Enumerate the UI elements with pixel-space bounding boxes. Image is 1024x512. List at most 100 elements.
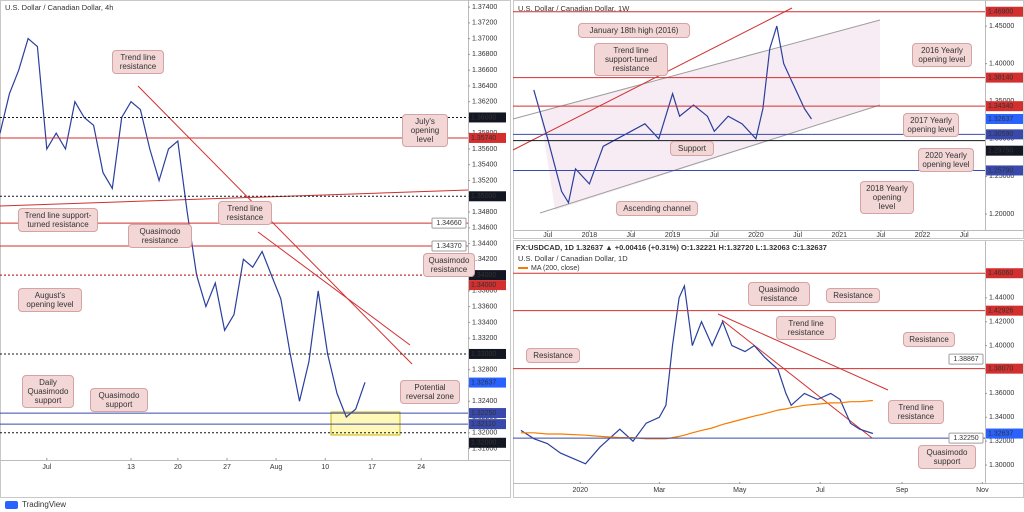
level-tag xyxy=(986,101,1023,112)
y-tick-label: 1.20000 xyxy=(989,211,1014,218)
plot-area xyxy=(0,37,468,434)
annotation: July's opening level xyxy=(402,114,448,147)
level-label: 1.30590 xyxy=(988,131,1013,138)
level-label: 1.32637 xyxy=(988,430,1013,437)
level-tag xyxy=(986,113,1023,124)
y-tick-label: 1.36600 xyxy=(472,67,497,74)
y-tick-label: 1.34800 xyxy=(472,209,497,216)
y-tick-label: 1.37200 xyxy=(472,20,497,27)
price-line xyxy=(520,399,873,440)
x-tick-label: 2020 xyxy=(748,232,764,239)
level-label: 1.38140 xyxy=(988,74,1013,81)
y-tick-label: 1.40000 xyxy=(989,342,1014,349)
y-tick-label: 1.36000 xyxy=(989,390,1014,397)
annotation: Support xyxy=(670,141,714,156)
level-label: 1.25790 xyxy=(988,167,1013,174)
level-tag xyxy=(986,268,1023,279)
x-tick-label: Jul xyxy=(627,232,636,239)
x-tick-label: Jul xyxy=(876,232,885,239)
level-tag xyxy=(469,348,506,359)
level-label: 1.38070 xyxy=(988,365,1013,372)
level-label: 1.38867 xyxy=(953,356,978,363)
channel-shade xyxy=(540,20,880,210)
annotation: Resistance xyxy=(526,348,580,363)
y-tick-label: 1.44000 xyxy=(989,295,1014,302)
y-tick-label: 1.35400 xyxy=(472,162,497,169)
y-tick-label: 1.34400 xyxy=(472,240,497,247)
quote-header: FX:USDCAD, 1D 1.32637 ▲ +0.00416 (+0.31%… xyxy=(516,243,827,252)
panel-frame xyxy=(0,0,511,498)
level-label: 1.32637 xyxy=(471,379,496,386)
y-tick-label: 1.36200 xyxy=(472,99,497,106)
trend-line xyxy=(512,7,793,151)
annotation: Potential reversal zone xyxy=(400,380,460,404)
x-tick-label: Jul xyxy=(710,232,719,239)
trend-line xyxy=(721,319,873,439)
level-label: 1.34340 xyxy=(988,103,1013,110)
x-tick-label: May xyxy=(733,487,747,494)
x-tick-label: Jul xyxy=(960,232,969,239)
level-label: 1.32250 xyxy=(471,410,496,417)
trend-line xyxy=(137,85,413,365)
trend-line xyxy=(0,189,469,207)
x-tick-label: Nov xyxy=(976,487,989,494)
y-tick-label: 1.34200 xyxy=(472,256,497,263)
annotation: 2018 Yearly opening level xyxy=(860,181,914,214)
level-label: 1.35000 xyxy=(471,193,496,200)
x-tick-label: 13 xyxy=(127,464,135,471)
y-tick-label: 1.37000 xyxy=(472,35,497,42)
x-tick-label: 2020 xyxy=(572,487,588,494)
x-tick-label: Sep xyxy=(896,487,909,494)
y-tick-label: 1.35600 xyxy=(472,146,497,153)
level-tag xyxy=(469,408,506,419)
chart-panel: U.S. Dollar / Canadian Dollar, 1D FX:USDC… xyxy=(513,243,1023,494)
level-tag xyxy=(986,428,1023,439)
level-label: 1.32250 xyxy=(953,435,978,442)
annotation: Trend line resistance xyxy=(218,201,272,225)
x-tick-label: Jul xyxy=(816,487,825,494)
y-tick-label: 1.45000 xyxy=(989,23,1014,30)
y-tick-label: 1.40000 xyxy=(989,60,1014,67)
x-tick-label: 17 xyxy=(368,464,376,471)
y-tick-label: 1.32000 xyxy=(989,438,1014,445)
x-tick-label: 20 xyxy=(174,464,182,471)
price-line xyxy=(0,37,366,418)
level-label: 1.34000 xyxy=(471,272,496,279)
annotation: Resistance xyxy=(826,288,880,303)
annotation: Trend line resistance xyxy=(776,316,836,340)
x-tick-label: Jul xyxy=(543,232,552,239)
annotation: Trend line resistance xyxy=(888,400,944,424)
annotation: Trend line support-turned resistance xyxy=(18,208,98,232)
level-tag xyxy=(986,363,1023,374)
level-label: 1.42926 xyxy=(988,308,1013,315)
annotation: Quasimodo resistance xyxy=(128,224,192,248)
chart-title: U.S. Dollar / Canadian Dollar, 4h xyxy=(5,3,113,12)
x-tick-label: 2019 xyxy=(665,232,681,239)
y-tick-label: 1.30000 xyxy=(989,462,1014,469)
level-box xyxy=(948,432,984,444)
chart-title: U.S. Dollar / Canadian Dollar, 1W xyxy=(518,4,630,13)
chart-panel: U.S. Dollar / Canadian Dollar, 1W 1.20000… xyxy=(513,4,1023,239)
level-tag xyxy=(469,270,506,281)
y-tick-label: 1.36800 xyxy=(472,51,497,58)
y-tick-label: 1.33600 xyxy=(472,303,497,310)
level-label: 1.46060 xyxy=(988,270,1013,277)
level-label: 1.32637 xyxy=(988,116,1013,123)
chart-panel: U.S. Dollar / Canadian Dollar, 4h 1.31800… xyxy=(0,3,506,471)
level-tag xyxy=(986,165,1023,176)
y-tick-label: 1.42000 xyxy=(989,319,1014,326)
y-tick-label: 1.32000 xyxy=(472,430,497,437)
y-tick-label: 1.33200 xyxy=(472,335,497,342)
brand: TradingView xyxy=(22,500,66,509)
level-tag xyxy=(469,437,506,448)
price-line xyxy=(533,25,812,205)
x-tick-label: Mar xyxy=(653,487,666,494)
y-tick-label: 1.37400 xyxy=(472,4,497,11)
y-tick-label: 1.33800 xyxy=(472,288,497,295)
x-tick-label: 24 xyxy=(417,464,425,471)
level-label: 1.35740 xyxy=(471,135,496,142)
y-tick-label: 1.33400 xyxy=(472,319,497,326)
level-box xyxy=(431,240,467,252)
